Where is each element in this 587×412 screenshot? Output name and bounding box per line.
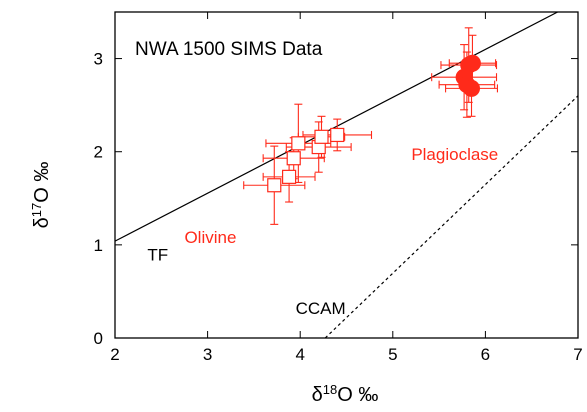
olivine-point [267,178,282,193]
tick-labels: 2 3 4 5 6 7 0 1 2 3 [94,50,583,364]
annotation-ccam: CCAM [296,299,346,318]
plagioclase-series [431,27,498,118]
plot-frame [114,11,579,339]
olivine-point [281,169,297,184]
annotation-olivine: Olivine [184,228,236,247]
chart-title: NWA 1500 SIMS Data [135,39,323,60]
y-tick-label: 0 [94,329,103,348]
x-tick-label: 3 [203,345,212,364]
ccam-line [324,95,578,338]
plagioclase-point [463,54,481,72]
olivine-point [291,136,306,151]
x-tick-label: 4 [295,345,304,364]
olivine-point [314,129,329,144]
reference-lines [115,12,578,338]
x-tick-label: 6 [481,345,490,364]
olivine-point [330,127,345,143]
tf-line [115,12,558,242]
plot-content [115,12,578,338]
y-tick-label: 3 [94,50,103,69]
annotation-tf: TF [147,246,168,265]
plagioclase-point [463,79,481,97]
annotation-plagioclase: Plagioclase [411,145,498,164]
x-tick-label: 5 [388,345,397,364]
y-tick-label: 1 [94,236,103,255]
olivine-series [243,103,373,225]
x-tick-label: 2 [110,345,119,364]
y-axis-title: δ17O ‰ [29,162,54,229]
y-tick-label: 2 [94,143,103,162]
olivine-point [286,151,301,166]
axis-ticks [114,12,579,339]
x-tick-label: 7 [573,345,582,364]
annotations: TF Olivine Plagioclase CCAM [147,145,498,318]
x-axis-title: δ18O ‰ [312,382,379,407]
